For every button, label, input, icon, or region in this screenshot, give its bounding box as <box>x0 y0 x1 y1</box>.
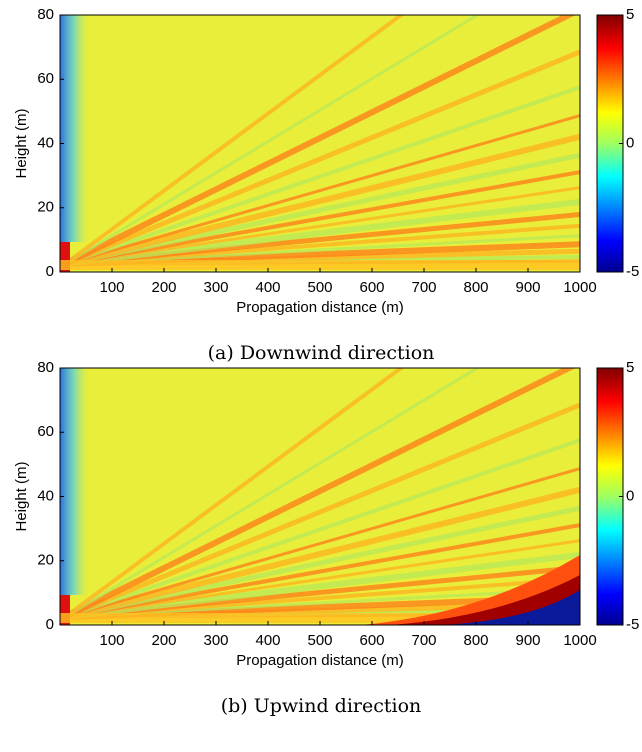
colorbar-tick-label: 5 <box>626 6 634 23</box>
y-tick-label: 80 <box>37 359 54 376</box>
x-axis-label: Propagation distance (m) <box>236 652 404 669</box>
x-axis-label: Propagation distance (m) <box>236 299 404 316</box>
ray <box>64 539 580 619</box>
ray <box>64 402 580 620</box>
x-tick-label: 200 <box>151 632 176 649</box>
left-strip <box>60 15 88 242</box>
y-tick-label: 60 <box>37 423 54 440</box>
x-tick-label: 300 <box>203 279 228 296</box>
ray <box>64 133 580 267</box>
caption: (a) Downwind direction <box>208 342 435 364</box>
ray <box>64 551 580 620</box>
y-tick-label: 20 <box>37 552 54 569</box>
ray <box>63 368 576 620</box>
ray <box>64 198 580 267</box>
ray <box>64 170 580 266</box>
ray <box>64 467 580 619</box>
x-tick-label: 700 <box>411 632 436 649</box>
x-tick-label: 1000 <box>563 632 596 649</box>
ray <box>64 368 481 619</box>
x-tick-label: 700 <box>411 279 436 296</box>
colorbar-tick-label: 0 <box>626 134 634 151</box>
ray <box>64 114 580 266</box>
y-tick-label: 40 <box>37 134 54 151</box>
x-tick-label: 100 <box>99 279 124 296</box>
x-tick-label: 100 <box>99 632 124 649</box>
y-axis-label: Height (m) <box>13 108 30 178</box>
bottom-band <box>60 260 580 270</box>
shadow-blue <box>440 590 580 625</box>
ray <box>64 438 580 619</box>
x-tick-label: 800 <box>463 632 488 649</box>
bottom-left <box>60 242 70 272</box>
x-tick-label: 400 <box>255 279 280 296</box>
ray <box>64 15 481 266</box>
field <box>60 368 580 625</box>
x-tick-label: 1000 <box>563 279 596 296</box>
ray <box>63 15 405 266</box>
y-tick-label: 60 <box>37 70 54 87</box>
ray <box>64 523 580 619</box>
y-tick-label: 40 <box>37 487 54 504</box>
y-tick-label: 20 <box>37 199 54 216</box>
y-axis-label: Height (m) <box>13 461 30 531</box>
colorbar-tick-label: 5 <box>626 359 634 376</box>
bottom-band <box>60 613 580 623</box>
field <box>60 15 580 272</box>
x-tick-label: 300 <box>203 632 228 649</box>
ray <box>63 368 405 619</box>
y-tick-label: 0 <box>46 616 54 633</box>
x-tick-label: 600 <box>359 279 384 296</box>
y-tick-label: 0 <box>46 263 54 280</box>
left-strip <box>60 368 88 595</box>
x-tick-label: 600 <box>359 632 384 649</box>
ray <box>64 49 580 267</box>
bottom-left <box>60 595 70 625</box>
ray <box>63 15 576 267</box>
x-tick-label: 500 <box>307 632 332 649</box>
colorbar-tick-label: 0 <box>626 487 634 504</box>
x-tick-label: 500 <box>307 279 332 296</box>
x-tick-label: 900 <box>515 279 540 296</box>
colorbar-tick-label: -5 <box>626 263 639 280</box>
x-tick-label: 900 <box>515 632 540 649</box>
colorbar <box>596 367 624 626</box>
ray <box>64 85 580 266</box>
ray <box>64 186 580 266</box>
ray <box>64 486 580 620</box>
colorbar-tick-label: -5 <box>626 616 639 633</box>
x-tick-label: 800 <box>463 279 488 296</box>
y-tick-label: 80 <box>37 6 54 23</box>
caption: (b) Upwind direction <box>221 695 422 717</box>
x-tick-label: 200 <box>151 279 176 296</box>
x-tick-label: 400 <box>255 632 280 649</box>
